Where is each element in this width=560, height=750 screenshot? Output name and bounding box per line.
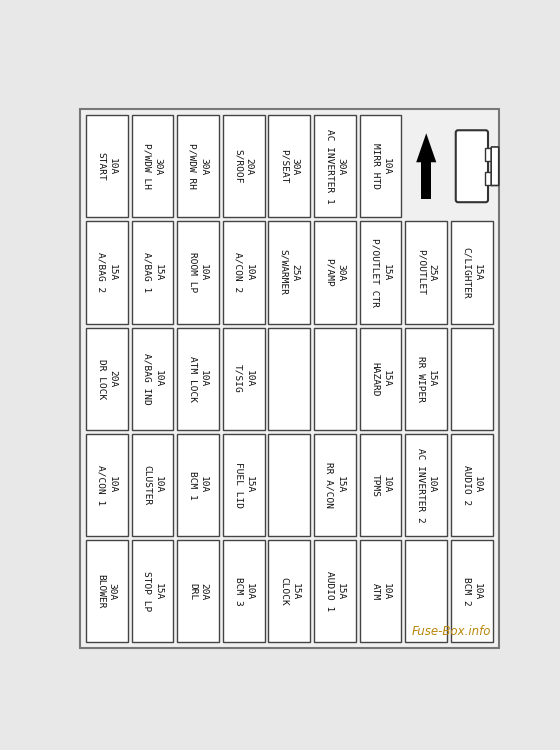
Bar	[451, 433, 493, 536]
Text: 30A
BLOWER: 30A BLOWER	[97, 574, 117, 608]
Text: 30A
P/WDW LH: 30A P/WDW LH	[142, 143, 162, 189]
Bar	[132, 540, 173, 643]
Text: 20A
DR LOCK: 20A DR LOCK	[97, 358, 117, 399]
Bar	[314, 115, 356, 218]
Text: 10A
ATM LOCK: 10A ATM LOCK	[188, 356, 208, 402]
Text: 15A
P/OUTLET CTR: 15A P/OUTLET CTR	[371, 238, 391, 307]
Text: 30A
AC INVERTER 1: 30A AC INVERTER 1	[325, 129, 345, 203]
Text: 15A
A/BAG 1: 15A A/BAG 1	[142, 252, 162, 292]
Bar	[177, 221, 219, 324]
Bar	[268, 540, 310, 643]
Text: 10A
ATM: 10A ATM	[371, 583, 391, 600]
Bar	[451, 221, 493, 324]
Text: Fuse-Box.info: Fuse-Box.info	[412, 626, 491, 638]
Bar	[223, 540, 264, 643]
Text: 15A
RR WIPER: 15A RR WIPER	[416, 356, 436, 402]
FancyBboxPatch shape	[491, 147, 499, 185]
Bar	[86, 328, 128, 430]
Text: 10A
T/SIG: 10A T/SIG	[234, 364, 254, 393]
Text: 10A
START: 10A START	[97, 152, 117, 181]
Bar	[360, 221, 402, 324]
Text: 10A
BCM 3: 10A BCM 3	[234, 577, 254, 606]
Bar	[86, 433, 128, 536]
Text: 10A
A/CON 1: 10A A/CON 1	[97, 465, 117, 506]
Text: 30A
P/AMP: 30A P/AMP	[325, 258, 345, 286]
Text: 15A
STOP LP: 15A STOP LP	[142, 572, 162, 611]
Bar	[360, 328, 402, 430]
Bar	[268, 221, 310, 324]
Text: 15A
A/BAG 2: 15A A/BAG 2	[97, 252, 117, 292]
Text: 10A
TPMS: 10A TPMS	[371, 473, 391, 496]
Text: 10A
BCM 2: 10A BCM 2	[462, 577, 482, 606]
Bar	[405, 540, 447, 643]
FancyBboxPatch shape	[456, 130, 488, 203]
Text: 10A
A/BAG IND: 10A A/BAG IND	[142, 353, 162, 405]
Bar	[223, 328, 264, 430]
Bar	[177, 433, 219, 536]
Bar	[223, 433, 264, 536]
Text: 10A
AC INVERTER 2: 10A AC INVERTER 2	[416, 448, 436, 523]
Text: 15A
FUEL LID: 15A FUEL LID	[234, 462, 254, 508]
Text: 10A
AUDIO 2: 10A AUDIO 2	[462, 465, 482, 506]
Bar	[314, 433, 356, 536]
Bar	[485, 172, 492, 185]
Bar	[177, 328, 219, 430]
Bar	[360, 115, 402, 218]
Bar	[177, 115, 219, 218]
Text: 15A
C/LIGHTER: 15A C/LIGHTER	[462, 247, 482, 298]
Text: 15A
CLOCK: 15A CLOCK	[279, 577, 300, 606]
Bar	[405, 433, 447, 536]
Bar	[405, 221, 447, 324]
Text: 20A
S/ROOF: 20A S/ROOF	[234, 149, 254, 184]
Bar	[405, 328, 447, 430]
Bar	[360, 433, 402, 536]
Text: 25A
S/WARMER: 25A S/WARMER	[279, 250, 300, 296]
Bar	[268, 115, 310, 218]
Bar	[451, 540, 493, 643]
Bar	[314, 540, 356, 643]
Bar	[132, 433, 173, 536]
Text: 10A
BCM 1: 10A BCM 1	[188, 471, 208, 500]
Text: 30A
P/SEAT: 30A P/SEAT	[279, 149, 300, 184]
Text: 10A
CLUSTER: 10A CLUSTER	[142, 465, 162, 506]
Bar	[314, 221, 356, 324]
Text: 10A
MIRR HTD: 10A MIRR HTD	[371, 143, 391, 189]
Bar	[177, 540, 219, 643]
Bar	[268, 328, 310, 430]
Text: 30A
P/WDW RH: 30A P/WDW RH	[188, 143, 208, 189]
Text: 15A
AUDIO 1: 15A AUDIO 1	[325, 572, 345, 611]
Bar	[485, 148, 492, 160]
Text: 25A
P/OUTLET: 25A P/OUTLET	[416, 250, 436, 296]
Text: 10A
ROOM LP: 10A ROOM LP	[188, 252, 208, 292]
Bar	[86, 540, 128, 643]
Bar	[314, 328, 356, 430]
Bar	[268, 433, 310, 536]
Bar	[223, 221, 264, 324]
Text: 15A
HAZARD: 15A HAZARD	[371, 362, 391, 396]
Bar	[223, 115, 264, 218]
Polygon shape	[416, 134, 436, 162]
Bar	[360, 540, 402, 643]
Text: 10A
A/CON 2: 10A A/CON 2	[234, 252, 254, 292]
Bar	[86, 221, 128, 324]
Text: 15A
RR A/CON: 15A RR A/CON	[325, 462, 345, 508]
Bar	[451, 328, 493, 430]
Text: 20A
DRL: 20A DRL	[188, 583, 208, 600]
Bar	[132, 328, 173, 430]
Bar	[86, 115, 128, 218]
Bar	[132, 115, 173, 218]
Bar	[132, 221, 173, 324]
Bar	[421, 162, 431, 200]
